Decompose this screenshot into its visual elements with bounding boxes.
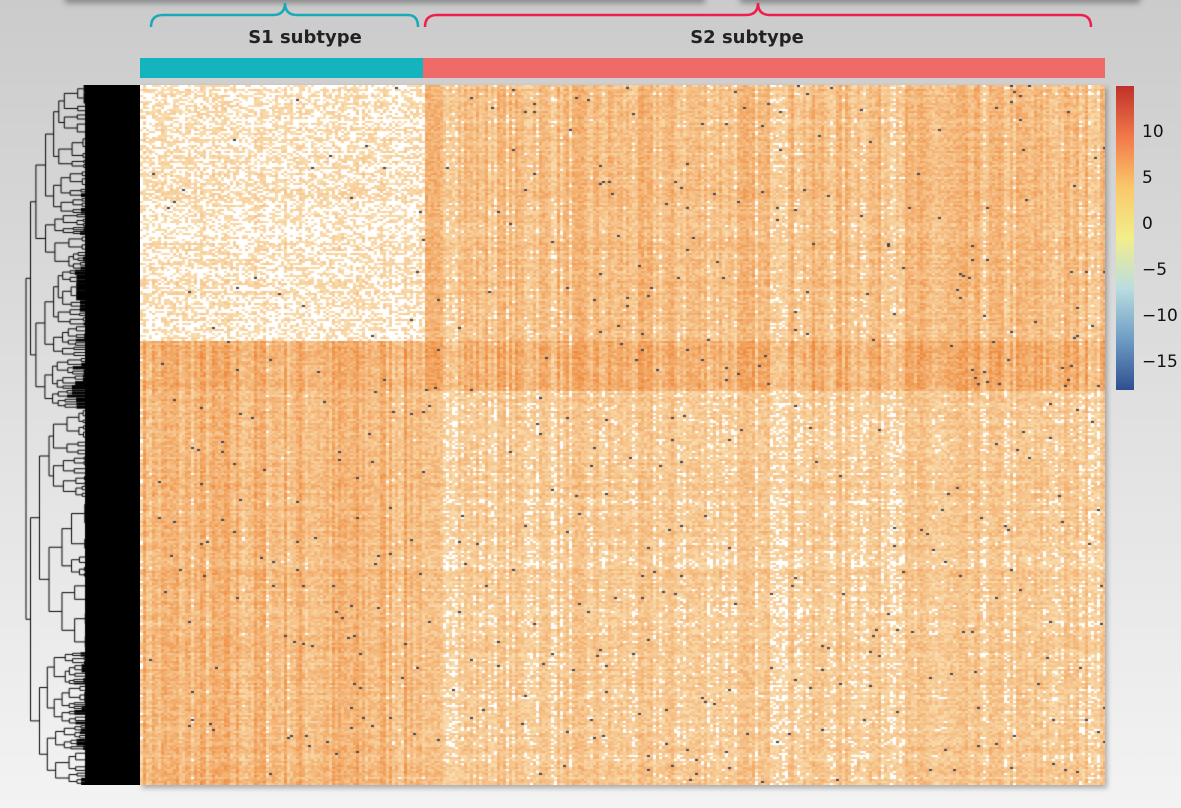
colorbar-tick-label: −15 (1142, 352, 1178, 373)
colorbar-tick-label: −10 (1142, 306, 1178, 327)
group-brackets (149, 2, 1093, 28)
s1-label: S1 subtype (248, 27, 362, 48)
colorbar-tick-label: −5 (1142, 260, 1168, 281)
s2-label: S2 subtype (690, 27, 804, 48)
colorbar-tick-label: 10 (1142, 122, 1164, 143)
s2-annotation-bar (423, 58, 1105, 78)
row-dendrogram (20, 85, 140, 785)
colorbar-tick-label: 0 (1142, 214, 1153, 235)
s1-bracket (149, 2, 420, 28)
heatmap-cells (140, 85, 1105, 785)
colorbar-tick-label: 5 (1142, 168, 1153, 189)
s2-bracket (423, 2, 1093, 28)
s1-annotation-bar (140, 58, 423, 78)
colorbar (1116, 86, 1134, 390)
